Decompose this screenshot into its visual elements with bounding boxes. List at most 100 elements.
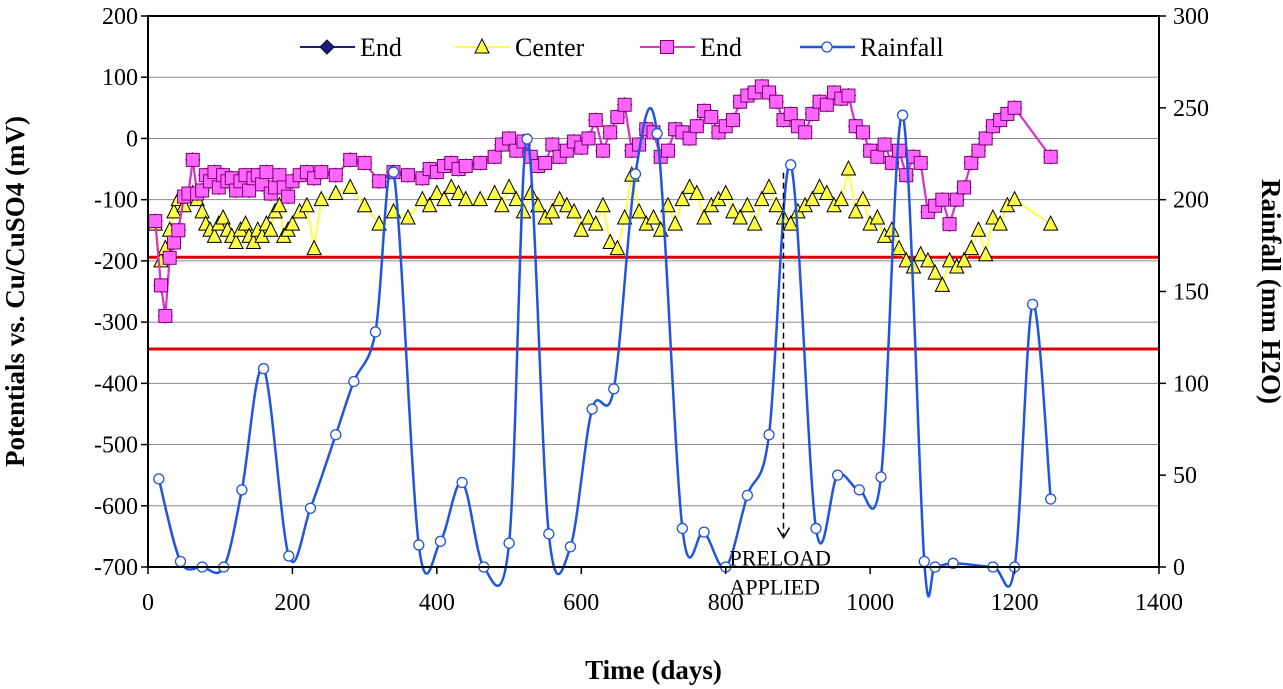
- legend-label-end-1: End: [360, 33, 402, 62]
- end-2-point-58: [545, 137, 560, 152]
- legend-marker-center: [474, 37, 490, 54]
- end-2-point-66: [603, 125, 618, 140]
- right-tick-label-1: 250: [1173, 96, 1209, 122]
- rainfall-point-0: [153, 473, 165, 485]
- center-point-65: [595, 196, 611, 213]
- center-point-79: [696, 208, 712, 225]
- end-2-point-93: [798, 125, 813, 140]
- center-point-103: [869, 208, 886, 225]
- end-2-point-113: [942, 217, 957, 232]
- center-point-123: [1042, 215, 1059, 231]
- end-2-point-114: [949, 192, 964, 207]
- series-end-2: [148, 79, 1058, 323]
- right-tick-label-4: 100: [1173, 371, 1209, 397]
- center-point-116: [963, 239, 980, 256]
- center-point-87: [754, 190, 770, 207]
- center-point-83: [725, 202, 741, 219]
- end-2-point-115: [957, 180, 972, 195]
- center-point-112: [934, 276, 951, 292]
- end-2-point-41: [400, 168, 415, 183]
- end-2-point-104: [877, 137, 892, 152]
- left-tick-label-6: -400: [94, 371, 138, 397]
- rainfall-point-32: [853, 484, 865, 496]
- center-point-94: [804, 190, 821, 207]
- rainfall-point-23: [651, 127, 663, 140]
- center-point-63: [580, 208, 597, 225]
- right-y-axis-title: Rainfall (mm H2O): [1256, 179, 1283, 404]
- center-point-117: [970, 221, 987, 237]
- center-point-15: [215, 208, 231, 225]
- center-point-111: [927, 264, 943, 280]
- legend-marker-rainfall: [821, 41, 833, 53]
- rainfall-point-6: [283, 550, 295, 562]
- end-2-point-39: [372, 174, 387, 189]
- end-2-point-112: [935, 192, 950, 207]
- end-2-point-91: [783, 106, 798, 121]
- rainfall-point-40: [1026, 298, 1039, 311]
- center-point-28: [271, 196, 288, 213]
- rainfall-point-37: [947, 557, 959, 569]
- end-2-point-105: [884, 155, 899, 170]
- end-2-point-28: [272, 168, 287, 183]
- rainfall-point-16: [503, 537, 515, 549]
- x-tick-label-5: 1000: [846, 590, 894, 616]
- rainfall-point-30: [810, 522, 822, 535]
- center-point-86: [746, 215, 763, 231]
- left-tick-label-3: -100: [94, 188, 138, 214]
- series-center: [147, 159, 1059, 292]
- series-rainfall: [153, 106, 1057, 598]
- center-point-42: [414, 190, 431, 207]
- left-tick-label-8: -600: [94, 494, 138, 520]
- end-2-point-2: [158, 308, 173, 323]
- end-2-point-78: [689, 119, 704, 134]
- center-point-37: [342, 178, 359, 194]
- x-tick-label-4: 800: [708, 590, 744, 616]
- center-point-110: [920, 251, 936, 268]
- center-point-62: [573, 221, 590, 237]
- center-point-18: [228, 233, 244, 250]
- center-point-75: [667, 215, 683, 231]
- center-point-46: [443, 178, 460, 194]
- center-point-33: [299, 196, 315, 213]
- rainfall-point-29: [785, 159, 797, 171]
- rainfall-point-7: [304, 502, 317, 514]
- center-point-119: [985, 208, 1001, 225]
- rainfall-point-10: [369, 326, 382, 338]
- right-tick-label-0: 300: [1173, 4, 1209, 30]
- center-point-101: [855, 190, 871, 207]
- end-2-point-25: [259, 165, 274, 180]
- center-point-96: [819, 184, 835, 201]
- center-point-113: [941, 251, 958, 268]
- center-point-77: [681, 178, 698, 194]
- center-point-41: [400, 208, 416, 225]
- center-point-89: [768, 196, 785, 213]
- legend-label-rainfall: Rainfall: [860, 33, 944, 62]
- center-point-43: [421, 196, 438, 213]
- end-2-point-37: [343, 152, 358, 167]
- end-2-point-3: [162, 250, 177, 265]
- right-tick-label-5: 50: [1173, 463, 1197, 489]
- rainfall-point-31: [831, 469, 844, 481]
- series-line-rainfall: [157, 106, 1052, 598]
- end-2-point-109: [913, 155, 928, 170]
- center-point-6: [176, 196, 192, 213]
- left-tick-label-4: -200: [94, 249, 138, 275]
- left-tick-label-9: -700: [94, 555, 138, 581]
- annotation-line2: APPLIED: [729, 575, 819, 600]
- x-tick-label-1: 200: [274, 590, 310, 616]
- center-point-61: [566, 202, 582, 219]
- center-point-39: [371, 215, 387, 231]
- x-tick-label-2: 400: [419, 590, 455, 616]
- end-2-point-57: [538, 155, 553, 170]
- center-point-118: [977, 245, 994, 262]
- end-2-point-0: [148, 214, 163, 229]
- end-2-point-67: [610, 110, 625, 125]
- grid-lines: [148, 15, 1159, 568]
- x-tick-label-7: 1400: [1135, 590, 1183, 616]
- left-y-axis-title: Potentials vs. Cu/CuSO4 (mV): [0, 116, 30, 467]
- end-2-point-116: [964, 155, 979, 170]
- rainfall-point-19: [564, 541, 577, 553]
- end-2-point-123: [1043, 149, 1058, 164]
- rainfall-point-18: [543, 528, 555, 540]
- rainfall-point-12: [413, 539, 425, 551]
